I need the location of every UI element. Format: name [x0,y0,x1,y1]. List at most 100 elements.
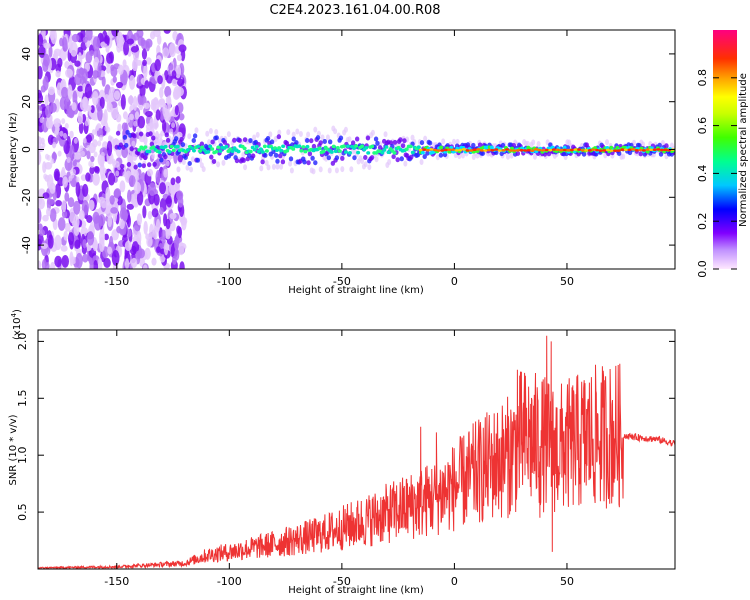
spectrogram-band-mark [157,153,163,159]
spectrogram-band-mark [638,151,643,157]
spectrogram-noise-mark [119,218,125,230]
spectrogram-band-mark [318,140,323,146]
spectrogram-band-mark [164,132,169,138]
spectrogram-band-mark [165,137,171,143]
spectrogram-noise-mark [164,86,172,98]
spectrogram-noise-mark [143,64,148,79]
spectrogram-core-mark [208,144,213,149]
spectrogram-band-mark [214,135,219,141]
spectrogram-peak-mark [573,148,578,151]
spectrogram-core-mark [321,149,326,153]
spectrogram-halo-mark [102,167,107,174]
spectrogram-core-mark [281,144,286,149]
spectrogram-peak-mark [526,148,531,152]
spectrogram-halo-mark [194,127,199,134]
spectrogram-noise-mark [113,189,121,199]
spectrogram-noise-mark [76,46,84,57]
spectrogram-noise-mark [107,246,113,255]
spectrogram-x-tick-label: -150 [104,275,129,288]
spectrogram-band-mark [395,157,400,163]
spectrogram-core-mark [347,151,352,155]
spectrogram-halo-mark [295,128,300,135]
spectrogram-halo-mark [117,164,122,171]
spectrogram-noise-mark [67,197,75,208]
spectrogram-noise-mark [174,236,179,251]
spectrogram-noise-mark [43,53,50,67]
spectrogram-x-label: Height of straight line (km) [288,285,424,296]
spectrogram-noise-mark [156,246,161,254]
spectrogram-band-mark [327,139,333,145]
spectrogram-halo-mark [325,134,330,141]
spectrogram-halo-mark [55,126,60,133]
spectrogram-core-mark [291,147,296,151]
spectrogram-peak-mark [652,148,657,152]
spectrogram-band-mark [137,162,142,168]
spectrogram-band-mark [422,154,427,160]
snr-ticks: -150 -100 -50 0 50 0.5 1.0 1.5 2.0 [16,330,675,588]
spectrogram-noise-mark [48,86,55,96]
spectrogram-band-mark [222,139,228,145]
spectrogram-band-mark [242,137,248,143]
spectrogram-noise-mark [42,192,50,199]
spectrogram-noise-mark [144,247,151,260]
spectrogram-core-mark [157,150,162,154]
spectrogram-halo-mark [111,158,116,165]
spectrogram-band-mark [375,140,380,146]
spectrogram-noise-mark [126,203,135,210]
spectrogram-halo-mark [97,140,102,147]
spectrogram-peak-mark [469,149,474,152]
spectrogram-noise-mark [163,111,171,122]
spectrogram-core-mark [189,146,194,150]
spectrogram-band-mark [149,141,155,147]
snr-x-tick-label: -50 [333,575,351,588]
spectrogram-band-mark [276,134,282,140]
spectrogram-core-mark [354,144,359,148]
spectrogram-noise-mark [97,105,103,122]
spectrogram-noise-mark [64,157,73,171]
spectrogram-peak-mark [605,148,610,152]
spectrogram-core-mark [252,147,257,152]
spectrogram-halo-mark [243,164,248,171]
spectrogram-peak-mark [641,149,646,152]
spectrogram-band-mark [313,160,318,166]
spectrogram-core-mark [416,145,421,149]
spectrogram-noise-mark [80,174,87,181]
spectrogram-noise-mark [165,96,171,105]
spectrogram-y-tick-label: 20 [20,95,33,109]
spectrogram-noise-mark [69,144,75,161]
spectrogram-noise-mark [175,176,181,184]
spectrogram-noise-mark [178,44,187,53]
spectrogram-halo-mark [181,159,186,166]
spectrogram-halo-mark [286,129,291,136]
spectrogram-halo-mark [90,162,95,169]
spectrogram-halo-mark [163,168,168,175]
spectrogram-core-mark [285,149,290,153]
spectrogram-halo-mark [52,141,57,148]
spectrogram-noise-mark [105,186,111,203]
spectrogram-peak-mark [490,148,495,152]
spectrogram-noise-mark [92,90,99,106]
colorbar-tick-label: 0.6 [696,117,709,135]
spectrogram-band-mark [115,130,121,136]
spectrogram-core-mark [224,144,229,149]
spectrogram-core-mark [331,144,336,149]
spectrogram-band-mark [280,159,286,165]
spectrogram-band-mark [151,135,156,141]
spectrogram-ticks: -150 -100 -50 0 50 -40 -20 0 20 40 [20,30,675,288]
spectrogram-core-mark [175,144,180,149]
spectrogram-core-mark [343,150,348,154]
spectrogram-halo-mark [320,134,325,141]
spectrogram-halo-mark [39,117,44,124]
spectrogram-noise-mark [126,214,131,228]
spectrogram-band-mark [309,138,314,144]
spectrogram-halo-mark [154,122,159,129]
spectrogram-peak-mark [548,148,553,152]
spectrogram-halo-mark [347,136,352,143]
spectrogram-halo-mark [75,176,80,183]
spectrogram-halo-mark [73,137,78,144]
spectrogram-noise-mark [178,113,185,121]
spectrogram-noise-mark [176,54,182,62]
spectrogram-halo-mark [189,166,194,173]
spectrogram-peak-mark [663,148,668,152]
spectrogram-peak-mark [659,148,664,152]
